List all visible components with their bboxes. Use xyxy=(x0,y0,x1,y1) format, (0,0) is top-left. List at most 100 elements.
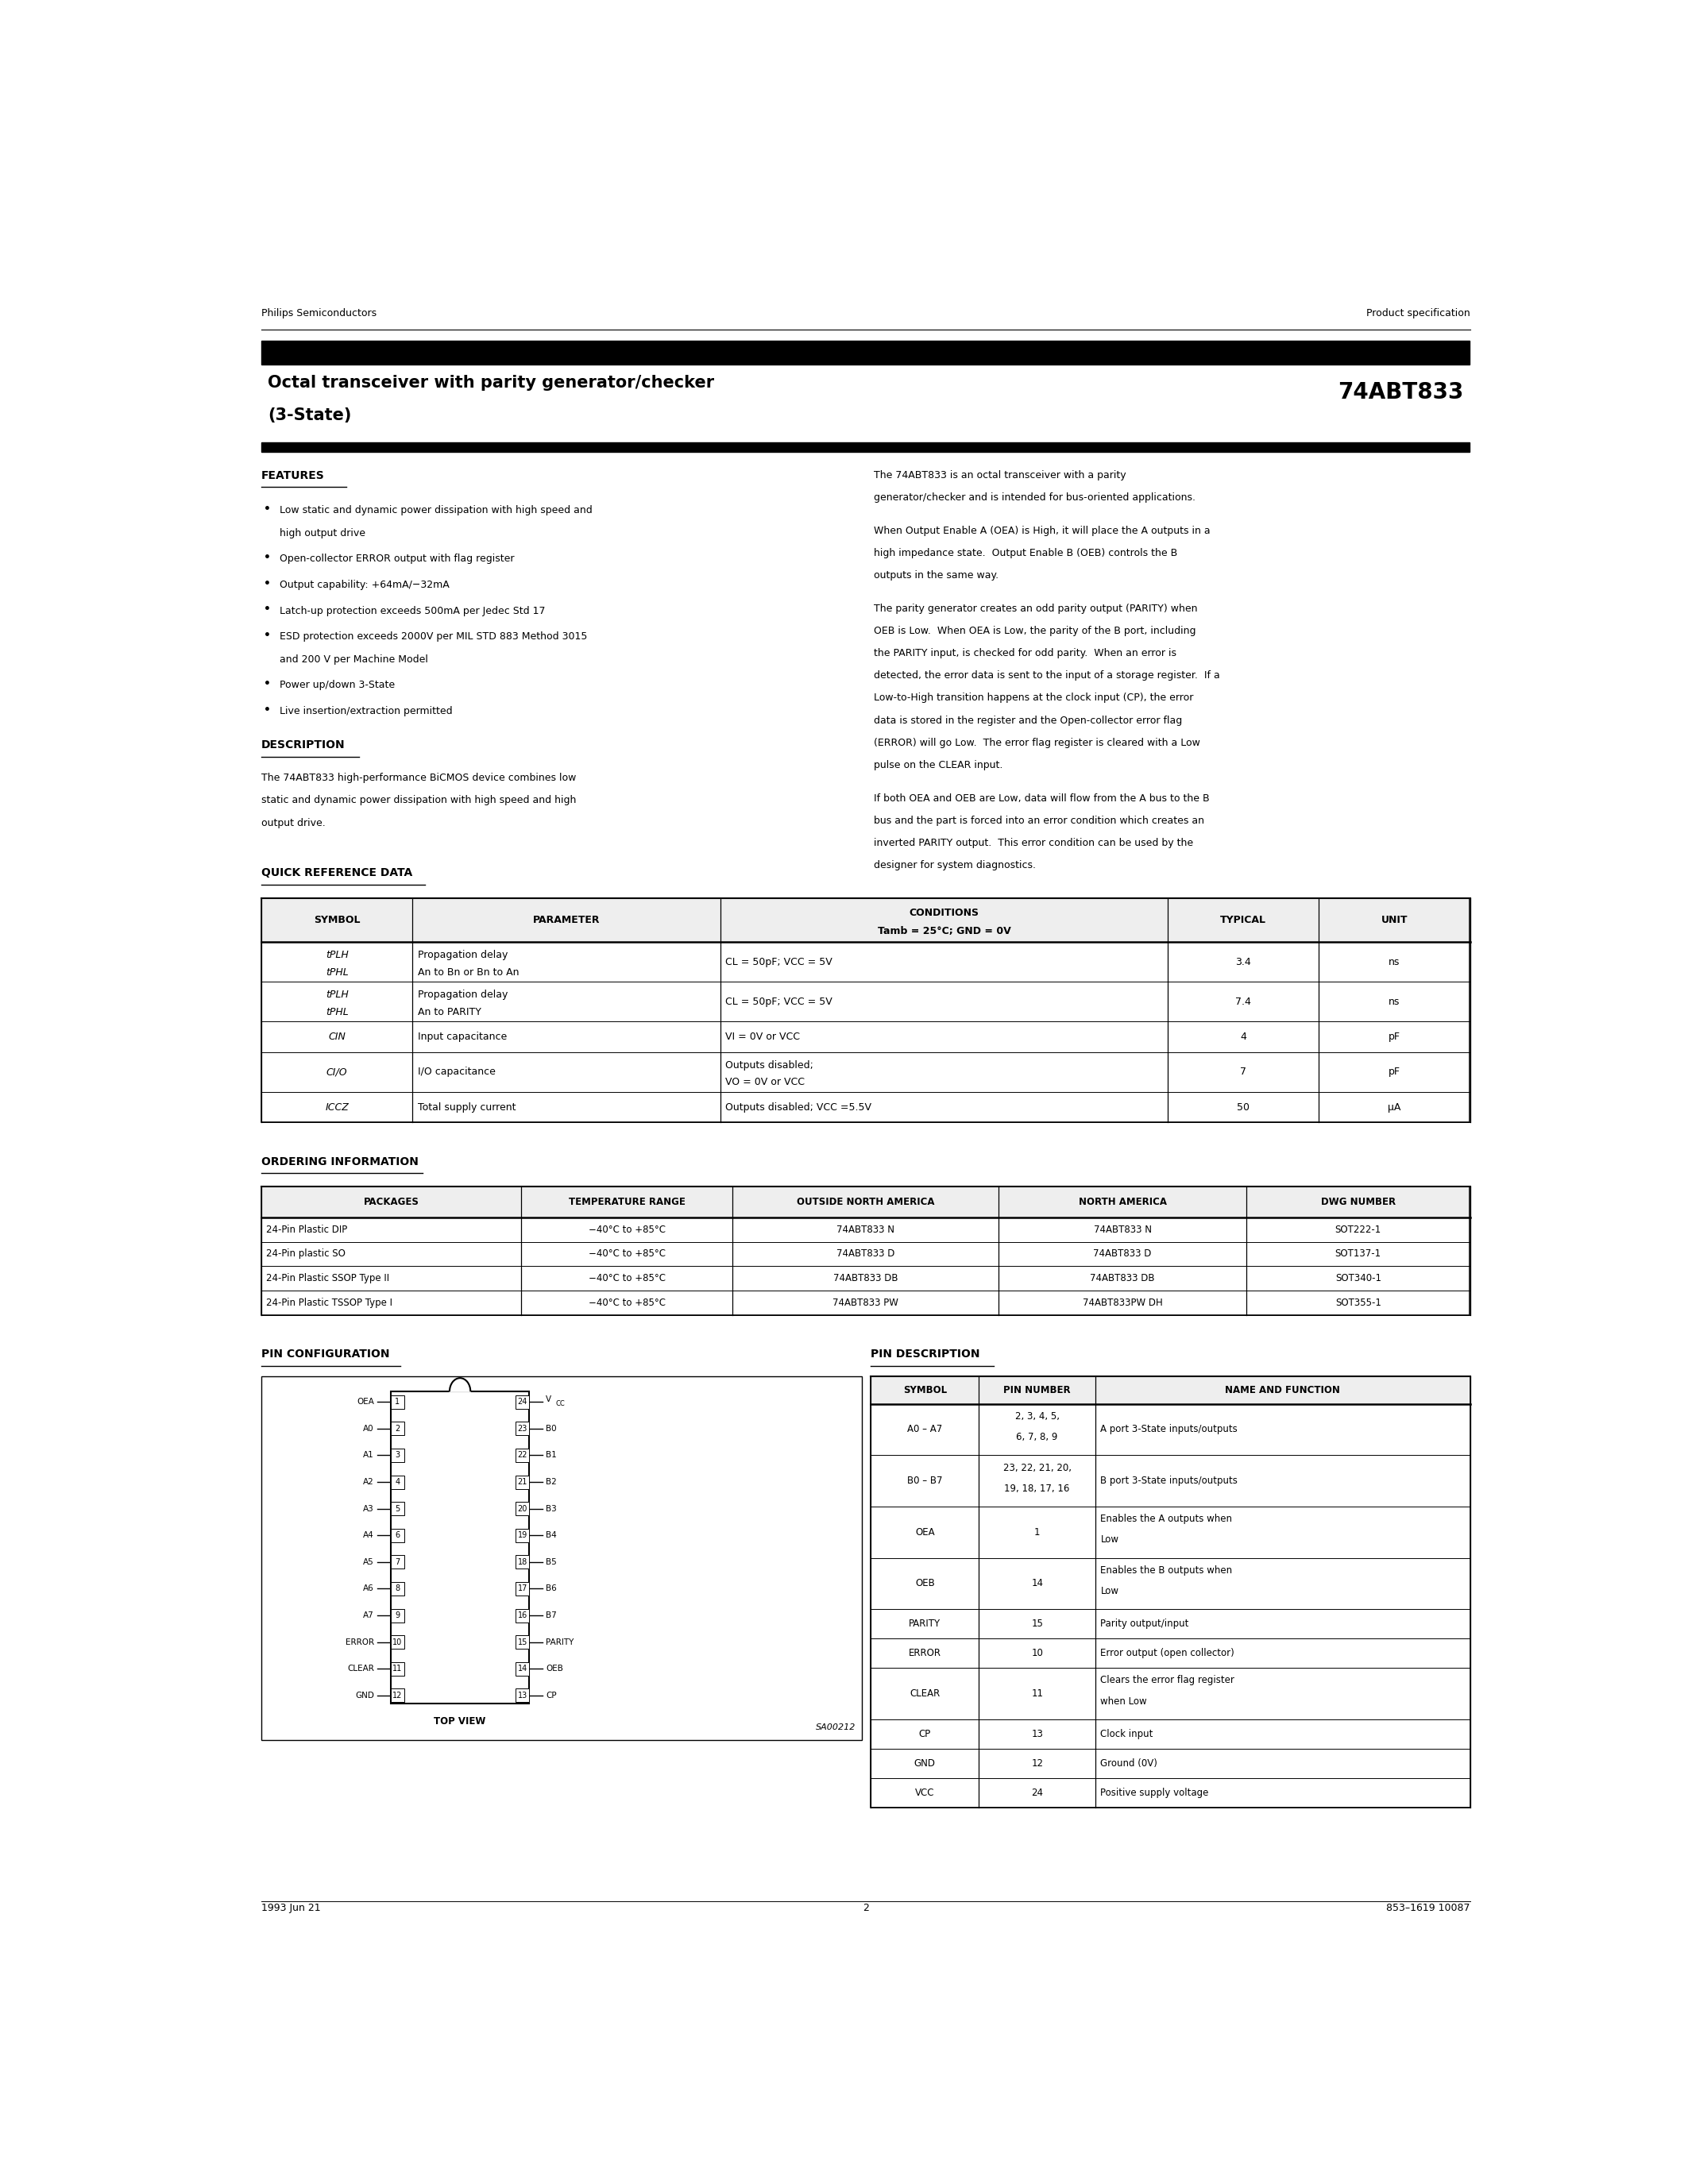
Text: Propagation delay: Propagation delay xyxy=(417,989,508,1000)
Text: NORTH AMERICA: NORTH AMERICA xyxy=(1079,1197,1166,1208)
Text: The 74ABT833 high-performance BiCMOS device combines low: The 74ABT833 high-performance BiCMOS dev… xyxy=(262,773,576,784)
Text: SOT340-1: SOT340-1 xyxy=(1335,1273,1381,1284)
Text: 21: 21 xyxy=(518,1479,527,1485)
Text: CL = 50pF; VCC = 5V: CL = 50pF; VCC = 5V xyxy=(726,957,832,968)
Text: CI/O: CI/O xyxy=(326,1066,348,1077)
Bar xyxy=(262,341,1470,365)
Text: Total supply current: Total supply current xyxy=(417,1103,515,1112)
Text: QUICK REFERENCE DATA: QUICK REFERENCE DATA xyxy=(262,867,412,878)
Text: tPLH: tPLH xyxy=(326,950,348,961)
Text: 10: 10 xyxy=(1031,1649,1043,1658)
Text: B0 – B7: B0 – B7 xyxy=(906,1476,942,1485)
Text: 12: 12 xyxy=(1031,1758,1043,1769)
Text: 16: 16 xyxy=(518,1612,527,1618)
Text: The 74ABT833 is an octal transceiver with a parity: The 74ABT833 is an octal transceiver wit… xyxy=(874,470,1126,480)
Text: 1: 1 xyxy=(395,1398,400,1406)
Text: PIN CONFIGURATION: PIN CONFIGURATION xyxy=(262,1350,390,1361)
Text: 4: 4 xyxy=(395,1479,400,1485)
Text: 19, 18, 17, 16: 19, 18, 17, 16 xyxy=(1004,1483,1070,1494)
Text: CONDITIONS: CONDITIONS xyxy=(910,909,979,917)
Text: VI = 0V or VCC: VI = 0V or VCC xyxy=(726,1031,800,1042)
Text: 74ABT833: 74ABT833 xyxy=(1339,382,1463,404)
Text: OUTSIDE NORTH AMERICA: OUTSIDE NORTH AMERICA xyxy=(797,1197,935,1208)
Text: •: • xyxy=(263,679,272,690)
Text: CP: CP xyxy=(918,1730,930,1738)
Text: B port 3-State inputs/outputs: B port 3-State inputs/outputs xyxy=(1101,1476,1237,1485)
Text: CP: CP xyxy=(545,1693,557,1699)
Text: Latch-up protection exceeds 500mA per Jedec Std 17: Latch-up protection exceeds 500mA per Je… xyxy=(280,605,545,616)
Bar xyxy=(390,1610,405,1623)
Text: bus and the part is forced into an error condition which creates an: bus and the part is forced into an error… xyxy=(874,815,1205,826)
Text: 19: 19 xyxy=(518,1531,527,1540)
Text: 6: 6 xyxy=(395,1531,400,1540)
Bar xyxy=(390,1688,405,1701)
Text: SOT222-1: SOT222-1 xyxy=(1335,1225,1381,1234)
Text: data is stored in the register and the Open-collector error flag: data is stored in the register and the O… xyxy=(874,714,1182,725)
Bar xyxy=(517,1662,530,1675)
Text: Outputs disabled; VCC =5.5V: Outputs disabled; VCC =5.5V xyxy=(726,1103,871,1112)
Bar xyxy=(517,1529,530,1542)
Text: A4: A4 xyxy=(363,1531,375,1540)
Text: Enables the A outputs when: Enables the A outputs when xyxy=(1101,1514,1232,1524)
Text: 1: 1 xyxy=(1035,1527,1040,1538)
Text: Clears the error flag register: Clears the error flag register xyxy=(1101,1675,1234,1686)
Text: Low: Low xyxy=(1101,1586,1119,1597)
Text: 3.4: 3.4 xyxy=(1236,957,1251,968)
Text: Input capacitance: Input capacitance xyxy=(417,1031,506,1042)
Bar xyxy=(390,1448,405,1461)
Bar xyxy=(262,1186,1470,1315)
Text: B4: B4 xyxy=(545,1531,557,1540)
Text: 74ABT833 D: 74ABT833 D xyxy=(1094,1249,1151,1260)
Text: ICCZ: ICCZ xyxy=(326,1103,349,1112)
Text: An to Bn or Bn to An: An to Bn or Bn to An xyxy=(417,968,518,978)
Text: 24-Pin Plastic TSSOP Type I: 24-Pin Plastic TSSOP Type I xyxy=(267,1297,393,1308)
Text: NAME AND FUNCTION: NAME AND FUNCTION xyxy=(1225,1385,1340,1396)
Text: −40°C to +85°C: −40°C to +85°C xyxy=(589,1225,665,1234)
Text: 10: 10 xyxy=(393,1638,402,1647)
Text: 23, 22, 21, 20,: 23, 22, 21, 20, xyxy=(1003,1463,1072,1472)
Bar xyxy=(262,1376,861,1741)
Text: Open-collector ERROR output with flag register: Open-collector ERROR output with flag re… xyxy=(280,555,515,563)
Text: OEA: OEA xyxy=(915,1527,935,1538)
Text: OEB is Low.  When OEA is Low, the parity of the B port, including: OEB is Low. When OEA is Low, the parity … xyxy=(874,627,1197,636)
Text: pulse on the CLEAR input.: pulse on the CLEAR input. xyxy=(874,760,1003,771)
Text: A2: A2 xyxy=(363,1479,375,1485)
Text: 74ABT833PW DH: 74ABT833PW DH xyxy=(1082,1297,1163,1308)
Bar xyxy=(390,1422,405,1435)
Text: 24-Pin Plastic DIP: 24-Pin Plastic DIP xyxy=(267,1225,348,1234)
Text: tPHL: tPHL xyxy=(326,1007,348,1018)
Bar xyxy=(871,1376,1470,1808)
Text: PIN NUMBER: PIN NUMBER xyxy=(1004,1385,1070,1396)
Text: 6, 7, 8, 9: 6, 7, 8, 9 xyxy=(1016,1433,1058,1441)
Bar xyxy=(517,1474,530,1489)
Text: pF: pF xyxy=(1389,1066,1401,1077)
Text: 17: 17 xyxy=(518,1586,527,1592)
Text: PACKAGES: PACKAGES xyxy=(363,1197,419,1208)
Text: outputs in the same way.: outputs in the same way. xyxy=(874,570,999,581)
Text: •: • xyxy=(263,605,272,616)
Text: ERROR: ERROR xyxy=(908,1649,942,1658)
Bar xyxy=(871,1376,1470,1404)
Text: A0: A0 xyxy=(363,1424,375,1433)
Text: B6: B6 xyxy=(545,1586,557,1592)
Text: tPLH: tPLH xyxy=(326,989,348,1000)
Text: An to PARITY: An to PARITY xyxy=(417,1007,481,1018)
Text: 5: 5 xyxy=(395,1505,400,1514)
Bar xyxy=(390,1396,405,1409)
Text: OEB: OEB xyxy=(915,1579,935,1588)
Text: 13: 13 xyxy=(1031,1730,1043,1738)
Text: Output capability: +64mA/−32mA: Output capability: +64mA/−32mA xyxy=(280,579,449,590)
Text: Parity output/input: Parity output/input xyxy=(1101,1618,1188,1629)
Text: GND: GND xyxy=(354,1693,375,1699)
Text: output drive.: output drive. xyxy=(262,817,326,828)
Text: TEMPERATURE RANGE: TEMPERATURE RANGE xyxy=(569,1197,685,1208)
Text: 1993 Jun 21: 1993 Jun 21 xyxy=(262,1902,321,1913)
Text: (ERROR) will go Low.  The error flag register is cleared with a Low: (ERROR) will go Low. The error flag regi… xyxy=(874,738,1200,747)
Text: A port 3-State inputs/outputs: A port 3-State inputs/outputs xyxy=(1101,1424,1237,1435)
Text: high output drive: high output drive xyxy=(280,529,366,537)
Bar xyxy=(262,898,1470,1123)
Text: CC: CC xyxy=(555,1400,565,1406)
Text: 14: 14 xyxy=(518,1664,527,1673)
Text: 24: 24 xyxy=(518,1398,527,1406)
Text: B7: B7 xyxy=(545,1612,557,1618)
